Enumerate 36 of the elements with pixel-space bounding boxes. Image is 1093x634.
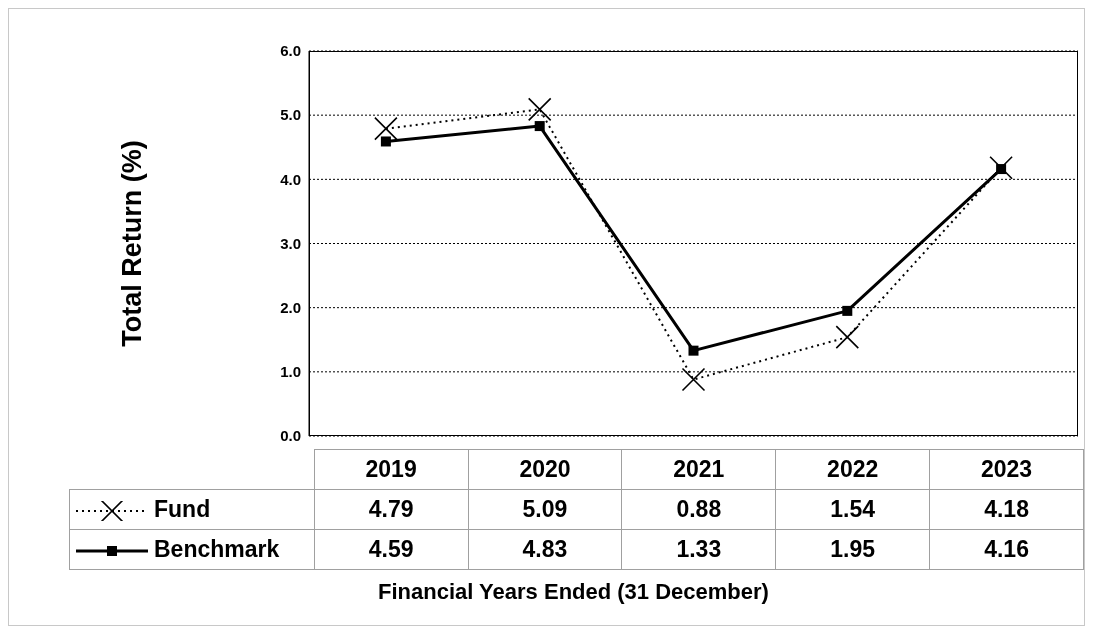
point [681, 367, 706, 392]
data-label: 1.54 [775, 489, 930, 530]
y-tick-label: 2.0 [280, 298, 301, 316]
y-tick-label: 0.0 [280, 427, 301, 445]
point [380, 136, 391, 147]
data-label: 4.83 [468, 529, 622, 570]
y-axis-title: Total Return (%) [116, 140, 147, 347]
point [989, 155, 1013, 180]
legend-label: Benchmark [154, 536, 280, 562]
y-tick-label: 6.0 [280, 42, 301, 60]
data-label: 1.33 [621, 529, 776, 570]
x-axis-title: Financial Years Ended (31 December) [377, 579, 770, 605]
x-tick-label: 2022 [775, 449, 930, 490]
point [534, 121, 545, 132]
x-tick-label: 2021 [621, 449, 776, 490]
point [688, 345, 699, 356]
data-label: 4.18 [929, 489, 1084, 530]
y-tick-label: 4.0 [280, 170, 301, 188]
data-label: 4.59 [314, 529, 469, 570]
y-tick-label: 1.0 [280, 363, 301, 381]
point [835, 325, 860, 349]
point [527, 97, 552, 122]
point [374, 116, 398, 141]
point [842, 305, 853, 316]
data-label: 4.16 [929, 529, 1084, 570]
data-label: 4.79 [314, 489, 469, 530]
y-tick-label: 3.0 [280, 234, 301, 252]
data-label: 5.09 [468, 489, 622, 530]
x-tick-label: 2020 [468, 449, 622, 490]
y-tick-label: 5.0 [280, 106, 301, 124]
x-tick-label: 2023 [929, 449, 1084, 490]
legend-label: Fund [154, 496, 211, 522]
point [996, 164, 1007, 175]
data-label: 0.88 [621, 489, 776, 530]
data-label: 1.95 [775, 529, 930, 570]
x-tick-label: 2019 [314, 449, 469, 490]
